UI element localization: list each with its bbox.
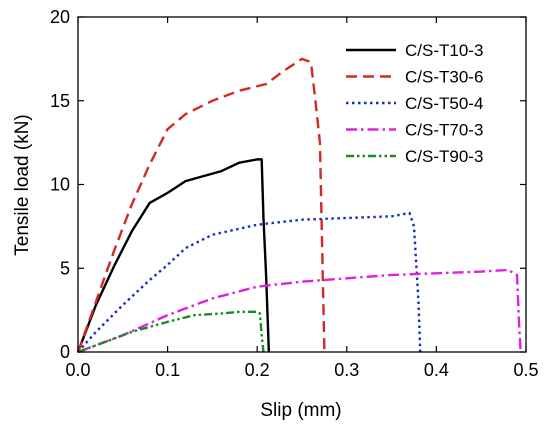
- legend-label-1: C/S-T10-3: [405, 41, 483, 60]
- y-tick-label: 20: [50, 7, 70, 27]
- legend: C/S-T10-3 C/S-T30-6 C/S-T50-4 C/S-T70-3 C/S-…: [346, 41, 483, 166]
- legend-label-2: C/S-T30-6: [405, 68, 483, 87]
- legend-label-4: C/S-T70-3: [405, 121, 483, 140]
- series-line-1: [76, 158, 271, 353]
- series-line-5: [77, 310, 265, 354]
- x-tick-label: 0.1: [155, 360, 180, 380]
- plot-area: 0.0 0.1 0.2 0.3 0.4 0.5 0 5 10 15 20: [50, 7, 539, 380]
- series-layer: [76, 57, 522, 354]
- y-axis-title: Tensile load (kN): [12, 114, 33, 256]
- y-tick-label: 15: [50, 91, 70, 111]
- x-tick-label: 0.0: [65, 360, 90, 380]
- series-line-2: [76, 57, 326, 353]
- x-tick-label: 0.4: [424, 360, 449, 380]
- series-line-4: [77, 268, 522, 354]
- legend-label-3: C/S-T50-4: [405, 94, 483, 113]
- tick-layer: 0.0 0.1 0.2 0.3 0.4 0.5 0 5 10 15 20: [50, 7, 539, 380]
- x-tick-label: 0.3: [334, 360, 359, 380]
- y-tick-label: 5: [60, 258, 70, 278]
- x-axis-title: Slip (mm): [260, 400, 341, 421]
- legend-label-5: C/S-T90-3: [405, 147, 483, 166]
- y-tick-label: 10: [50, 175, 70, 195]
- x-tick-label: 0.2: [245, 360, 270, 380]
- x-tick-label: 0.5: [513, 360, 538, 380]
- y-tick-label: 0: [60, 342, 70, 362]
